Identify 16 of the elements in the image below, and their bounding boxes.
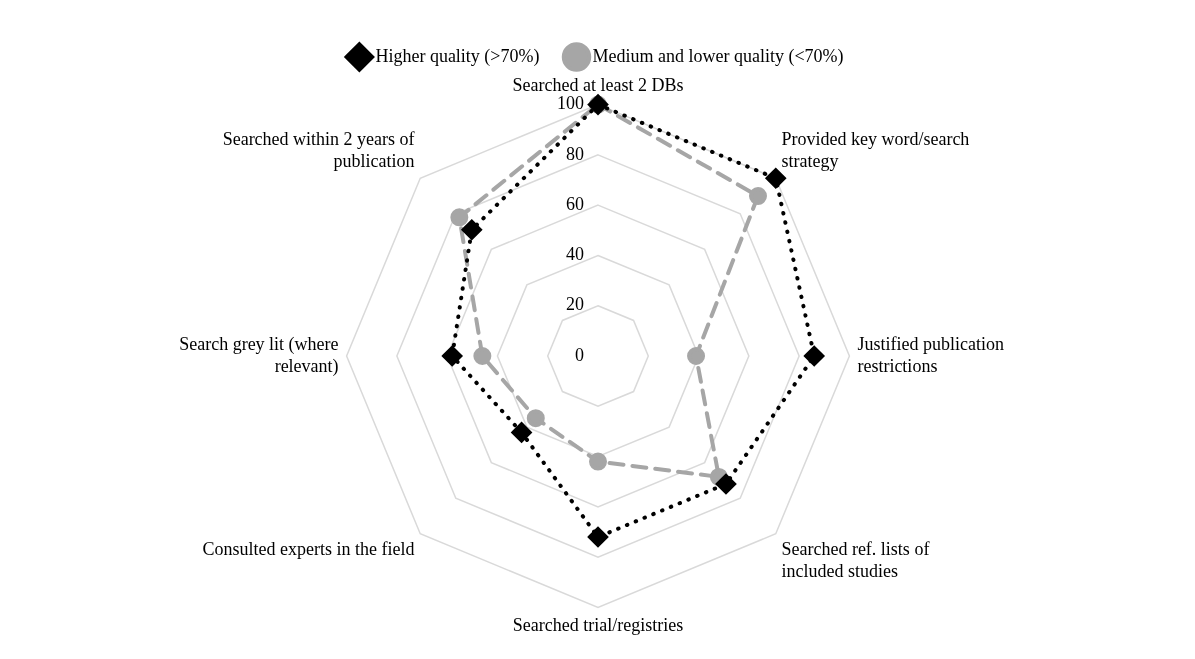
y-tick-label: 100 xyxy=(557,93,584,114)
spoke-label: Justified publication restrictions xyxy=(857,333,1004,376)
y-tick-label: 0 xyxy=(575,344,584,365)
spoke-label: Searched within 2 years of publication xyxy=(222,128,415,171)
y-tick-label: 60 xyxy=(566,193,584,214)
y-tick-label: 20 xyxy=(566,294,584,315)
legend-label: Higher quality (>70%) xyxy=(375,45,540,67)
spoke-label: Provided key word/search strategy xyxy=(781,128,970,171)
spoke-label: Searched trial/registries xyxy=(512,614,684,635)
y-tick-label: 40 xyxy=(566,244,584,265)
spoke-label: Search grey lit (where relevant) xyxy=(179,333,339,377)
spoke-label: Searched at least 2 DBs xyxy=(512,74,684,95)
y-tick-label: 80 xyxy=(566,143,584,164)
legend-label: Medium and lower quality (<70%) xyxy=(592,45,844,67)
spoke-label: Consulted experts in the field xyxy=(202,538,415,559)
spoke-label: Searched ref. lists of included studies xyxy=(781,538,930,581)
